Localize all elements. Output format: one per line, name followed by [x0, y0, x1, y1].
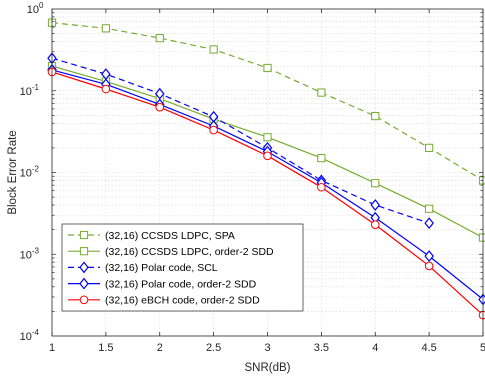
legend-marker — [79, 230, 89, 240]
data-point — [101, 84, 111, 94]
data-point — [317, 88, 326, 97]
y-tick-exponent: -3 — [32, 246, 40, 255]
y-tick-exponent: -2 — [32, 165, 40, 174]
data-point — [425, 143, 434, 152]
y-tick-label: 10-4 — [20, 328, 40, 343]
data-point — [209, 45, 218, 54]
data-point — [424, 250, 434, 263]
series-5 — [47, 67, 485, 320]
data-point — [209, 125, 218, 135]
data-point — [425, 204, 434, 213]
y-tick-label: 100 — [27, 1, 44, 16]
legend-marker — [79, 247, 89, 256]
data-point — [101, 24, 110, 33]
legend-entry: (32,16) CCSDS LDPC, order-2 SDD — [68, 246, 274, 258]
data-point — [263, 63, 272, 73]
x-tick-label: 5 — [480, 342, 485, 354]
y-tick-base: 10 — [20, 331, 32, 343]
y-tick-exponent: -1 — [32, 83, 40, 92]
data-point — [371, 111, 380, 121]
legend-label: (32,16) eBCH code, order-2 SDD — [105, 295, 260, 307]
data-point — [370, 220, 380, 229]
data-point — [371, 179, 380, 188]
x-tick-label: 4 — [372, 342, 378, 354]
legend-entry: (32,16) eBCH code, order-2 SDD — [68, 295, 260, 307]
x-tick-label: 3 — [264, 342, 270, 354]
series-line — [51, 57, 430, 224]
legend-label: (32,16) CCSDS LDPC, SPA — [105, 230, 235, 242]
data-point — [317, 182, 326, 192]
x-tick-label: 3.5 — [314, 342, 329, 354]
y-tick-base: 10 — [20, 86, 32, 98]
legend-marker — [79, 277, 89, 290]
legend-label: (32,16) Polar code, order-2 SDD — [105, 278, 257, 290]
y-tick-base: 10 — [20, 168, 32, 180]
y-tick-exponent: -4 — [32, 328, 40, 337]
data-point — [155, 102, 165, 112]
legend-entry: (32,16) CCSDS LDPC, SPA — [68, 230, 235, 242]
x-tick-label: 4.5 — [421, 342, 436, 354]
y-tick-base: 10 — [20, 249, 32, 261]
legend-label: (32,16) Polar code, SCL — [105, 262, 218, 274]
x-tick-label: 2 — [157, 342, 163, 354]
data-point — [317, 154, 326, 163]
legend-marker — [79, 261, 89, 274]
x-tick-label: 1 — [49, 342, 55, 354]
data-point — [478, 310, 485, 320]
data-point — [478, 233, 485, 242]
data-point — [424, 261, 434, 271]
y-tick-label: 10-1 — [20, 83, 40, 98]
legend-box — [61, 223, 304, 312]
data-point — [424, 217, 434, 230]
x-tick-label: 2.5 — [206, 342, 221, 354]
legend-entry: (32,16) Polar code, order-2 SDD — [68, 277, 257, 290]
y-tick-base: 10 — [27, 4, 39, 16]
data-point — [263, 133, 272, 142]
data-point — [263, 151, 272, 161]
y-tick-label: 10-2 — [20, 165, 40, 180]
y-axis-label: Block Error Rate — [7, 130, 19, 214]
data-point — [155, 34, 164, 43]
x-axis-label: SNR(dB) — [244, 362, 290, 374]
legend-entry: (32,16) Polar code, SCL — [68, 261, 218, 274]
legend-marker — [79, 295, 89, 305]
y-tick-label: 10-3 — [20, 246, 40, 261]
legend-label: (32,16) CCSDS LDPC, order-2 SDD — [105, 246, 274, 258]
legend: (32,16) CCSDS LDPC, SPA (32,16) CCSDS LDP… — [61, 223, 304, 312]
y-tick-exponent: 0 — [39, 1, 44, 10]
data-point — [370, 199, 381, 211]
x-tick-label: 1.5 — [98, 342, 113, 354]
